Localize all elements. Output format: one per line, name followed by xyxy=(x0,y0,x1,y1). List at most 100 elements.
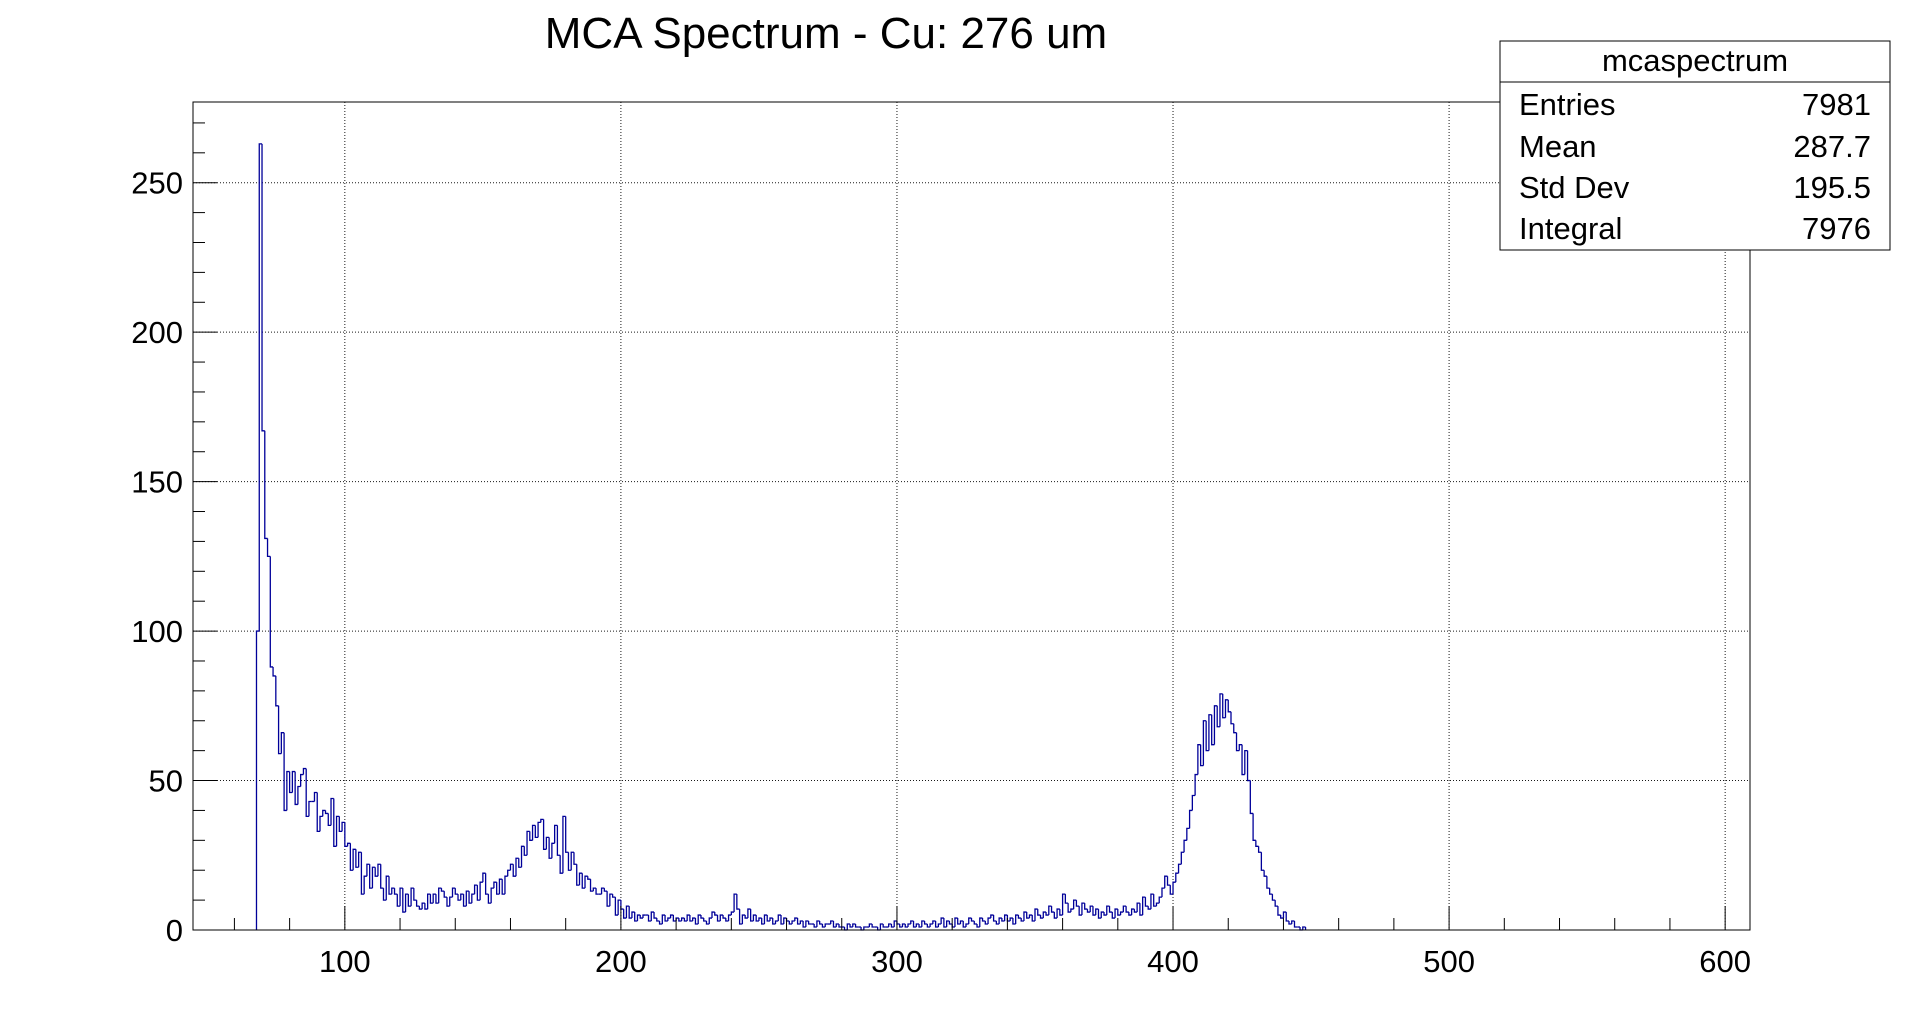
histogram-bin xyxy=(1291,920,1295,925)
histogram-bin xyxy=(388,876,392,895)
histogram-bin xyxy=(432,893,436,904)
histogram-bin xyxy=(272,666,276,677)
histogram-bin xyxy=(1100,911,1105,919)
stats-value-integral: 7976 xyxy=(1802,211,1871,246)
histogram-bin xyxy=(1235,732,1240,752)
histogram-bin xyxy=(722,915,726,919)
x-tick-label: 400 xyxy=(1147,944,1199,979)
histogram-bin xyxy=(661,914,666,925)
histogram-bin xyxy=(1130,908,1135,916)
histogram-bin xyxy=(399,887,403,907)
histogram-bin xyxy=(1026,912,1030,919)
histogram-bin xyxy=(341,821,345,832)
histogram-bin xyxy=(1280,915,1284,919)
histogram-bin xyxy=(382,888,387,901)
histogram-bin xyxy=(553,824,558,844)
y-tick-label: 200 xyxy=(131,315,183,350)
histogram-bin xyxy=(667,917,671,922)
histogram-bin xyxy=(592,887,597,892)
stats-box: mcaspectrum Entries 7981 Mean 287.7 Std … xyxy=(1499,40,1891,251)
histogram-bin xyxy=(890,924,895,928)
histogram-bin xyxy=(763,914,768,925)
histogram-bin xyxy=(832,921,837,928)
histogram-bin xyxy=(948,921,953,925)
histogram-bin xyxy=(766,915,770,922)
histogram-bin xyxy=(589,879,594,892)
histogram-bin xyxy=(907,923,911,928)
histogram-bin xyxy=(755,915,759,922)
histogram-bin xyxy=(518,858,522,868)
histogram-bin xyxy=(542,819,547,850)
histogram-bin xyxy=(255,630,260,930)
histogram-bin xyxy=(476,885,481,901)
histogram-bin xyxy=(515,857,519,877)
histogram-bin xyxy=(501,879,505,895)
histogram-bin xyxy=(391,887,395,895)
histogram-bin xyxy=(523,846,528,856)
histogram-bin xyxy=(360,852,365,895)
histogram-bin xyxy=(551,842,555,859)
histogram-bin xyxy=(275,675,279,707)
histogram-bin xyxy=(380,864,384,889)
histogram-bin xyxy=(407,894,412,907)
x-axis: 100 200 300 400 500 600 xyxy=(233,906,1751,979)
histogram-bin xyxy=(1050,906,1055,913)
histogram-bin xyxy=(319,815,323,832)
histogram-bin xyxy=(1161,887,1165,898)
histogram-bin xyxy=(1128,912,1132,916)
histogram-bin xyxy=(614,897,619,916)
histogram-bin xyxy=(1213,705,1218,745)
histogram-bin xyxy=(261,143,265,432)
histogram-bin xyxy=(678,918,682,922)
histogram-bin xyxy=(567,852,572,871)
histogram-bin xyxy=(504,875,508,895)
histogram-bin xyxy=(976,924,980,928)
histogram-bin xyxy=(1042,911,1047,919)
histogram-bin xyxy=(454,888,459,895)
histogram-bin xyxy=(1048,905,1052,916)
histogram-bin xyxy=(932,920,936,925)
histogram-bin xyxy=(545,836,550,850)
histogram-bin xyxy=(413,888,417,901)
histogram-bin xyxy=(344,822,348,847)
histogram-bin xyxy=(1224,699,1229,718)
histogram-bin xyxy=(1125,906,1129,913)
histogram-bin xyxy=(534,825,539,838)
histogram-bin xyxy=(1045,912,1049,916)
histogram-bin xyxy=(1015,914,1019,925)
histogram-bin xyxy=(772,918,776,925)
histogram-bin xyxy=(780,915,784,925)
histogram-bin xyxy=(490,887,494,904)
histogram-bin xyxy=(1194,773,1198,796)
x-tick-label: 300 xyxy=(871,944,923,979)
histogram-bin xyxy=(264,430,268,540)
histogram-bin xyxy=(258,143,263,632)
histogram-bin xyxy=(1230,711,1234,725)
histogram-bin xyxy=(1293,921,1298,928)
histogram-bin xyxy=(940,917,944,925)
histogram-bin xyxy=(854,924,859,928)
histogram-bin xyxy=(1155,902,1160,907)
histogram-bin xyxy=(1095,908,1099,916)
histogram-bin xyxy=(730,911,735,916)
histogram-bin xyxy=(1001,918,1005,922)
histogram-bin xyxy=(1075,900,1080,907)
histogram-bin xyxy=(479,881,483,901)
histogram-bin xyxy=(998,917,1002,925)
x-tick-label: 600 xyxy=(1699,944,1751,979)
histogram-bin xyxy=(984,921,989,925)
histogram-bin xyxy=(716,915,721,922)
histogram-bin xyxy=(584,875,588,889)
histogram-bin xyxy=(324,810,329,815)
histogram-bin xyxy=(435,894,439,904)
histogram-bin xyxy=(487,894,492,904)
histogram-bin xyxy=(600,887,605,895)
histogram-bin xyxy=(849,924,853,928)
histogram-bin xyxy=(656,918,660,922)
histogram-bin xyxy=(1084,903,1088,910)
histogram-bin xyxy=(327,813,332,827)
histogram-bin xyxy=(427,893,431,910)
y-tick-label: 150 xyxy=(131,465,183,500)
histogram-bin xyxy=(451,887,456,898)
histogram-bin xyxy=(1106,905,1110,916)
